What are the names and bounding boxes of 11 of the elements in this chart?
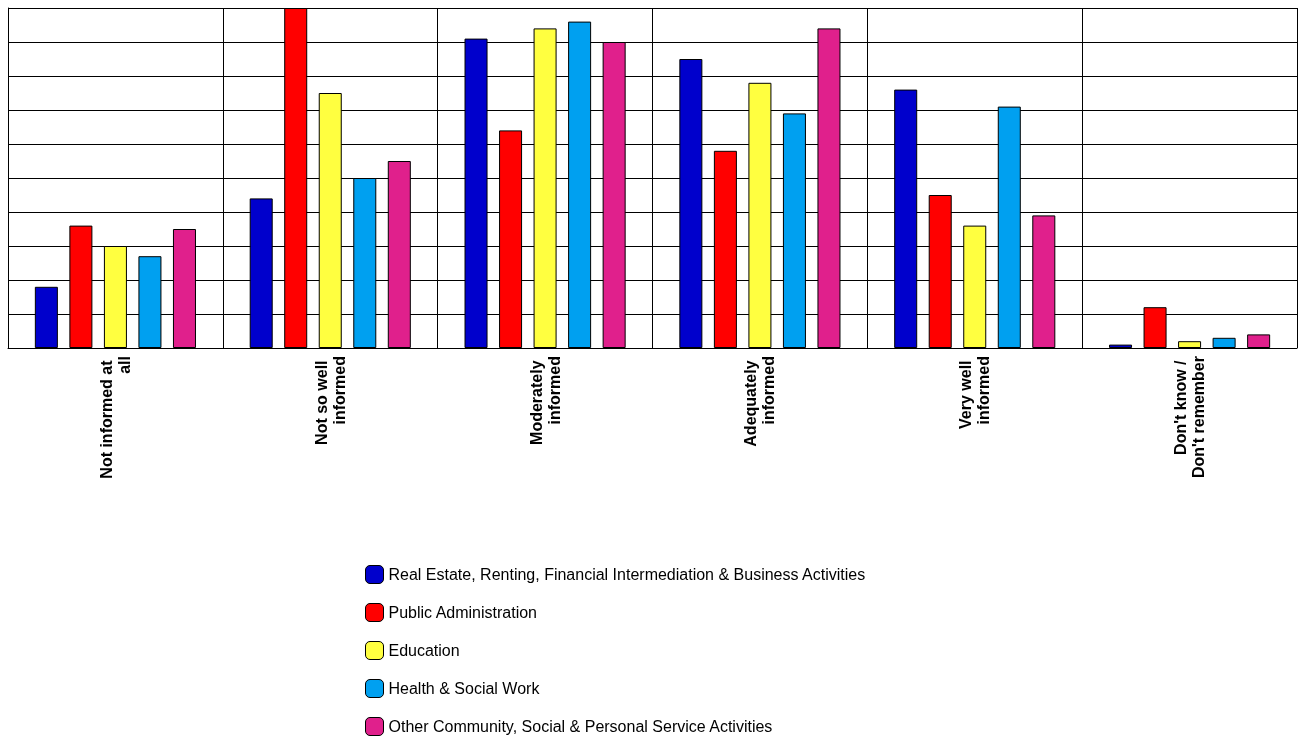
x-tick-label: Don't know / Don't remember [1172,356,1208,479]
x-tick-label: Adequately informed [742,356,778,447]
legend-label: Education [388,642,460,659]
x-tick-label: Not informed at all [97,356,133,479]
legend-label: Other Community, Social & Personal Service Activities [388,718,773,735]
legend-label: Health & Social Work [388,680,541,697]
x-tick-label: Very well informed [957,356,993,429]
legend-label: Public Administration [388,604,538,621]
x-tick-label: Not so well informed [312,356,348,445]
x-tick-label: Moderately informed [527,356,563,445]
legend-label: Real Estate, Renting, Financial Intermediation & Business Activities [388,566,866,583]
